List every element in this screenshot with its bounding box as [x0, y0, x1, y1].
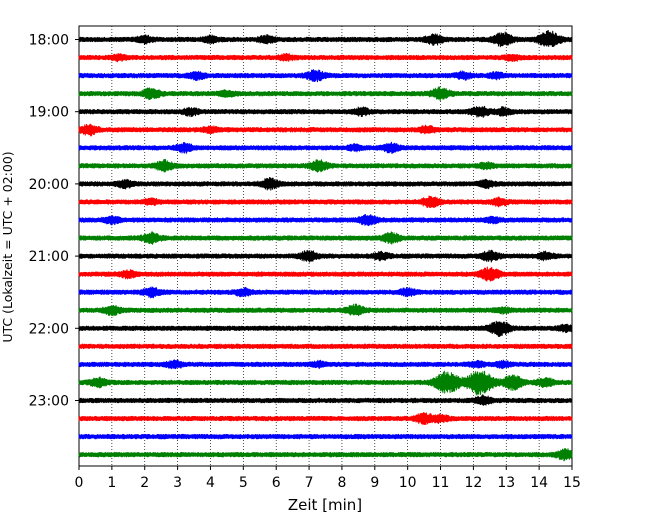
seismogram-trace-1945 [78, 158, 573, 173]
seismogram-trace-1845 [78, 86, 573, 102]
seismogram-trace-2115 [78, 266, 573, 282]
y-tick-label: 19:00 [29, 105, 69, 121]
x-tick-label: 5 [239, 475, 248, 491]
x-tick-label: 9 [370, 475, 379, 491]
x-tick-label: 15 [563, 475, 581, 491]
seismogram-trace-2215 [78, 343, 573, 350]
seismogram-trace-2030 [78, 213, 573, 227]
seismogram-trace-1915 [78, 123, 573, 137]
x-tick-label: 4 [206, 475, 215, 491]
seismogram-trace-1900 [78, 105, 573, 118]
y-tick-label: 23:00 [29, 394, 69, 410]
x-tick-label: 14 [530, 475, 548, 491]
seismogram-trace-1830 [78, 69, 573, 83]
seismogram-trace-1930 [78, 141, 573, 154]
seismogram-trace-2200 [78, 320, 573, 338]
seismogram-trace-2015 [78, 195, 573, 209]
x-tick-label: 13 [497, 475, 515, 491]
seismogram-trace-2045 [78, 231, 573, 245]
seismogram-trace-2230 [78, 359, 573, 370]
x-tick-label: 7 [305, 475, 314, 491]
seismogram-trace-2315 [78, 412, 573, 425]
traces-layer [78, 30, 573, 462]
x-axis-title: Zeit [min] [288, 496, 362, 514]
x-tick-label: 6 [272, 475, 281, 491]
x-axis-ticks: 0 1 2 3 4 5 6 7 8 9 10 11 12 13 14 15 [75, 466, 581, 491]
plot-area [78, 25, 573, 467]
y-axis-ticks: 18:00 19:00 20:00 21:00 22:00 23:00 [29, 33, 79, 410]
y-tick-label: 22:00 [29, 321, 69, 337]
x-tick-label: 8 [337, 475, 346, 491]
x-tick-label: 1 [107, 475, 116, 491]
seismogram-trace-1815 [78, 52, 573, 63]
x-tick-label: 12 [464, 475, 482, 491]
seismogram-trace-2245 [78, 370, 573, 396]
plot-frame [78, 25, 573, 467]
x-tick-label: 3 [173, 475, 182, 491]
seismogram-trace-1800 [78, 30, 573, 48]
y-tick-label: 21:00 [29, 249, 69, 265]
seismogram-trace-2145 [78, 303, 573, 317]
seismogram-trace-2130 [78, 286, 573, 299]
seismogram-trace-2100 [78, 249, 573, 263]
x-tick-label: 11 [432, 475, 450, 491]
y-tick-label: 20:00 [29, 177, 69, 193]
y-axis-title: UTC (Lokalzeit = UTC + 02:00) [0, 151, 15, 342]
x-tick-label: 2 [140, 475, 149, 491]
seismogram-trace-2345 [78, 448, 573, 462]
x-tick-label: 0 [75, 475, 84, 491]
y-tick-label: 18:00 [29, 33, 69, 49]
seismogram-trace-2000 [78, 177, 573, 191]
seismogram-trace-2300 [78, 394, 573, 406]
seismogram-trace-2330 [78, 433, 573, 440]
x-tick-label: 10 [399, 475, 417, 491]
